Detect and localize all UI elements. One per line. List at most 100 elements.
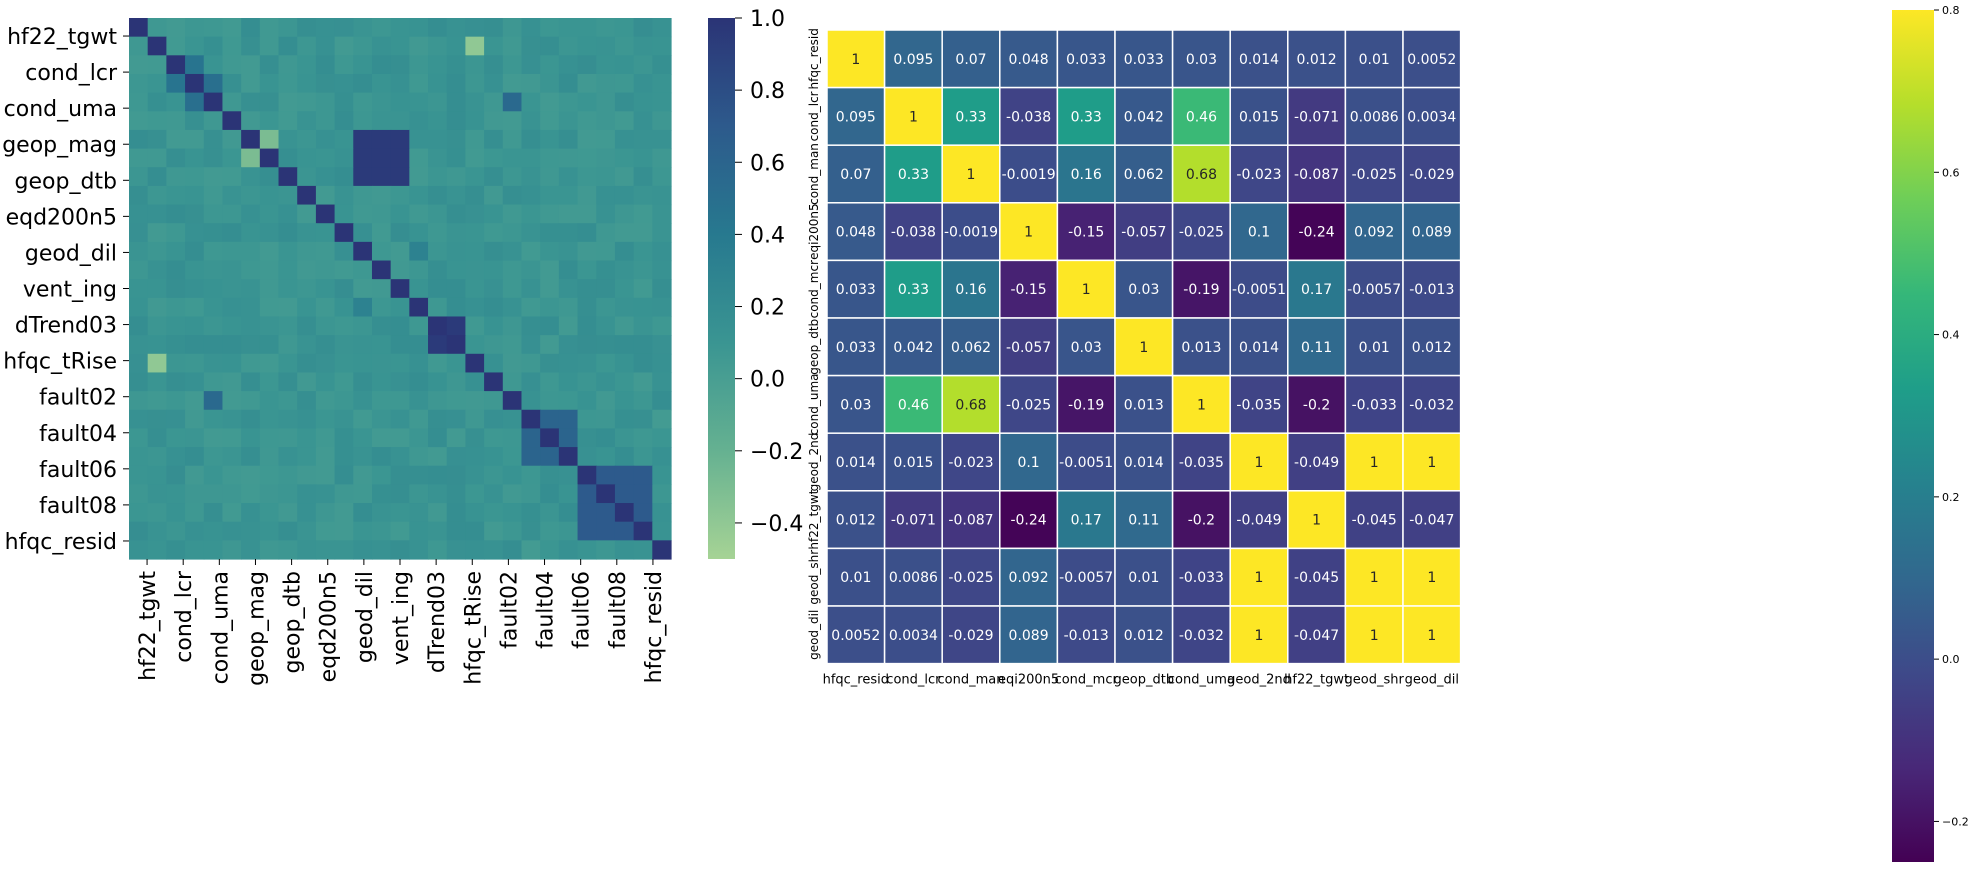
right-cell-value: 0.33 <box>1071 109 1102 125</box>
left-heatmap-cell <box>577 111 597 131</box>
left-row-label: geop_dtb <box>15 169 117 194</box>
left-heatmap-cell <box>652 55 672 75</box>
left-heatmap-cell <box>577 409 597 430</box>
left-heatmap-cell <box>428 521 448 541</box>
left-heatmap-cell <box>278 241 298 262</box>
left-heatmap-cell <box>540 353 560 374</box>
left-heatmap-cell <box>297 540 317 560</box>
right-cell-value: 0.0052 <box>831 628 880 644</box>
left-heatmap-cell <box>166 92 186 112</box>
right-cell-value: -0.025 <box>948 570 993 586</box>
left-heatmap-cell <box>129 36 149 56</box>
left-heatmap-cell <box>147 73 167 94</box>
left-heatmap-cell <box>278 129 298 150</box>
left-heatmap-cell <box>259 55 280 75</box>
left-heatmap-cell <box>259 185 280 206</box>
left-heatmap-cell <box>558 73 579 94</box>
left-heatmap-cell <box>147 36 167 56</box>
left-heatmap-cell <box>278 391 298 411</box>
left-heatmap-cell <box>371 73 392 94</box>
left-heatmap-cell <box>614 223 635 243</box>
right-cell-value: -0.15 <box>1068 225 1104 241</box>
left-heatmap-cell <box>652 167 672 187</box>
left-heatmap-cell <box>129 428 149 448</box>
right-cell-value: 0.0086 <box>1350 109 1399 125</box>
left-heatmap-cell <box>315 223 336 243</box>
left-heatmap-cell <box>521 409 541 430</box>
left-heatmap-cell <box>334 36 354 56</box>
left-heatmap-cell <box>315 73 336 94</box>
left-heatmap-cell <box>241 447 261 467</box>
left-heatmap-cell <box>297 241 317 262</box>
left-heatmap-cell <box>502 540 523 560</box>
left-heatmap-cell <box>334 335 354 355</box>
left-heatmap-cell <box>297 129 317 150</box>
left-heatmap-cell <box>409 223 429 243</box>
right-heatmap-cell <box>826 202 886 262</box>
right-heatmap-cell <box>941 29 1001 89</box>
left-heatmap-cell <box>633 241 653 262</box>
left-heatmap-cell <box>203 73 224 94</box>
left-heatmap-cell <box>652 129 672 150</box>
left-heatmap-cell <box>409 36 429 56</box>
left-heatmap-cell <box>614 55 635 75</box>
left-heatmap-cell <box>259 279 280 299</box>
left-heatmap-cell <box>614 503 635 523</box>
left-heatmap-cell <box>596 409 616 430</box>
left-heatmap-cell <box>241 279 261 299</box>
right-cell-value: -0.032 <box>1179 628 1224 644</box>
left-row-label: hfqc_tRise <box>3 350 117 375</box>
left-heatmap-cell <box>166 185 186 206</box>
left-heatmap-cell <box>652 297 672 318</box>
left-col-label: dTrend03 <box>425 571 450 673</box>
left-heatmap-cell <box>446 521 467 541</box>
left-heatmap-cell <box>409 335 429 355</box>
left-heatmap-cell <box>484 260 504 280</box>
right-cell-value: 0.0034 <box>1407 109 1456 125</box>
right-heatmap-cell <box>1114 202 1174 262</box>
left-heatmap-cell <box>259 297 280 318</box>
left-heatmap-cell <box>390 92 410 112</box>
left-heatmap-cell <box>371 92 392 112</box>
left-heatmap-cell <box>297 36 317 56</box>
right-cell-value: -0.057 <box>1121 225 1166 241</box>
left-heatmap-cell <box>502 391 523 411</box>
right-heatmap-cell <box>1171 144 1231 204</box>
left-col-label: cond_uma <box>208 571 233 684</box>
left-heatmap-cell <box>185 167 205 187</box>
left-heatmap-cell <box>521 167 541 187</box>
left-heatmap-cell <box>465 204 485 224</box>
left-heatmap-cell <box>540 185 560 206</box>
left-heatmap-cell <box>502 428 523 448</box>
left-heatmap-cell <box>596 18 616 38</box>
left-heatmap-cell <box>166 353 186 374</box>
left-heatmap-cell <box>577 372 597 392</box>
left-heatmap-cell <box>521 73 541 94</box>
left-heatmap-cell <box>185 316 205 336</box>
left-heatmap-cell <box>652 204 672 224</box>
left-heatmap-cell <box>241 167 261 187</box>
left-heatmap-cell <box>577 129 597 150</box>
left-heatmap-cell <box>222 223 242 243</box>
left-heatmap-cell <box>315 148 336 168</box>
right-cell-value: -0.023 <box>1236 167 1281 183</box>
left-row-label: hfqc_resid <box>5 530 117 555</box>
left-heatmap-cell <box>353 447 373 467</box>
left-heatmap-cell <box>446 391 467 411</box>
right-heatmap-cell <box>1171 317 1231 377</box>
right-cell-value: 1 <box>851 52 860 68</box>
left-heatmap-cell <box>409 129 429 150</box>
left-heatmap-cell <box>521 18 541 38</box>
right-cell-value: 0.68 <box>1186 167 1217 183</box>
left-heatmap-cell <box>652 335 672 355</box>
left-heatmap-cell <box>278 36 298 56</box>
left-heatmap-cell <box>259 428 280 448</box>
left-heatmap-cell <box>540 428 560 448</box>
right-heatmap-cell <box>1402 374 1462 434</box>
left-colorbar-label: 1.0 <box>750 7 785 32</box>
left-heatmap-cell <box>614 185 635 206</box>
right-heatmap-cell <box>1287 259 1347 319</box>
left-heatmap-cell <box>465 36 485 56</box>
left-heatmap-cell <box>558 241 579 262</box>
left-heatmap-cell <box>203 223 224 243</box>
